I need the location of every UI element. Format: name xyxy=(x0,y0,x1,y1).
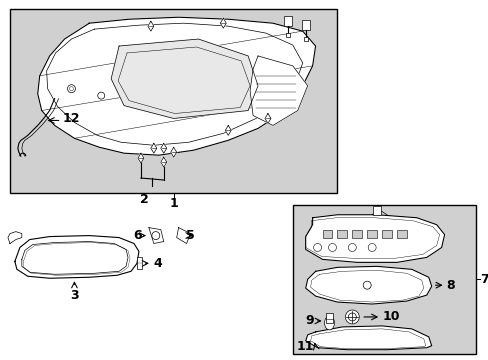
Polygon shape xyxy=(148,228,163,243)
Bar xyxy=(372,206,380,215)
Text: 11: 11 xyxy=(296,340,313,353)
Bar xyxy=(381,230,391,238)
Polygon shape xyxy=(225,125,231,135)
Polygon shape xyxy=(161,143,166,153)
Circle shape xyxy=(347,313,356,321)
Text: 7: 7 xyxy=(479,273,488,286)
Polygon shape xyxy=(138,153,143,163)
Bar xyxy=(366,230,376,238)
Polygon shape xyxy=(111,39,258,118)
Bar xyxy=(292,205,475,354)
Bar xyxy=(137,257,142,269)
Polygon shape xyxy=(8,231,22,243)
Polygon shape xyxy=(176,228,190,243)
Circle shape xyxy=(69,87,73,91)
Text: 3: 3 xyxy=(70,289,79,302)
Circle shape xyxy=(347,243,356,251)
Polygon shape xyxy=(15,235,139,278)
Bar xyxy=(285,33,289,37)
Circle shape xyxy=(367,243,375,251)
Text: 2: 2 xyxy=(140,193,148,206)
Polygon shape xyxy=(305,215,444,262)
Polygon shape xyxy=(170,147,176,157)
Text: 9: 9 xyxy=(305,314,313,328)
Circle shape xyxy=(345,310,359,324)
Circle shape xyxy=(67,85,75,93)
Polygon shape xyxy=(161,157,166,167)
Bar xyxy=(322,230,332,238)
Polygon shape xyxy=(305,266,431,304)
Circle shape xyxy=(363,281,370,289)
Text: 1: 1 xyxy=(169,197,178,210)
Bar xyxy=(303,37,307,41)
Bar xyxy=(10,9,337,193)
Bar xyxy=(283,16,291,26)
Text: 6: 6 xyxy=(133,229,142,242)
Polygon shape xyxy=(220,18,226,28)
Text: 12: 12 xyxy=(62,112,80,125)
Circle shape xyxy=(98,92,104,99)
Bar xyxy=(301,20,309,30)
Bar xyxy=(337,230,346,238)
Bar xyxy=(396,230,406,238)
Text: 10: 10 xyxy=(381,310,399,324)
Polygon shape xyxy=(151,143,157,153)
Polygon shape xyxy=(264,113,270,123)
Ellipse shape xyxy=(324,316,334,330)
Polygon shape xyxy=(147,21,154,31)
Polygon shape xyxy=(305,326,431,350)
Bar xyxy=(325,313,333,323)
Circle shape xyxy=(313,243,321,251)
Polygon shape xyxy=(38,17,315,155)
Text: 5: 5 xyxy=(185,229,194,242)
Circle shape xyxy=(152,231,160,239)
Circle shape xyxy=(328,243,336,251)
Bar xyxy=(352,230,362,238)
Polygon shape xyxy=(249,56,307,125)
Text: 8: 8 xyxy=(446,279,454,292)
Text: 4: 4 xyxy=(154,257,162,270)
